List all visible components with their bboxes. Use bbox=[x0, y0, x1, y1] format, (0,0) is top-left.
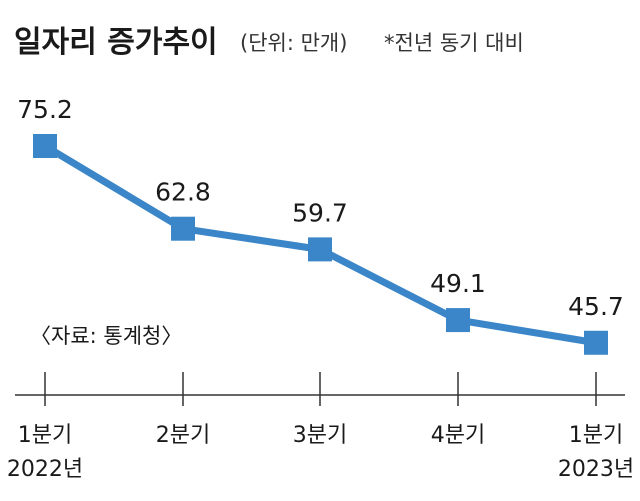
plot-area: 75.2 62.8 59.7 49.1 45.7 1분기 2022년 2분기 3분기 4분기 1분기… bbox=[7, 95, 634, 482]
unit-label: (단위: 만개) bbox=[240, 31, 347, 55]
data-label: 75.2 bbox=[17, 95, 73, 124]
chart-title: 일자리 증가추이 bbox=[14, 25, 218, 60]
data-point-marker bbox=[171, 216, 195, 241]
data-label: 45.7 bbox=[568, 292, 624, 321]
data-point-marker bbox=[584, 330, 608, 355]
x-tick-label: 1분기 bbox=[18, 423, 72, 448]
data-point-marker bbox=[446, 308, 470, 333]
data-point-marker bbox=[308, 237, 332, 262]
x-tick-label: 1분기 bbox=[569, 423, 623, 448]
data-label: 62.8 bbox=[155, 178, 211, 207]
x-tick-year-label: 2022년 bbox=[7, 457, 83, 482]
x-tick-label: 4분기 bbox=[431, 423, 485, 448]
x-tick-label: 3분기 bbox=[293, 423, 347, 448]
data-point-marker bbox=[33, 134, 57, 158]
x-tick-year-label: 2023년 bbox=[558, 457, 634, 482]
source-label: 〈자료: 통계청〉 bbox=[30, 324, 182, 348]
comparison-note: *전년 동기 대비 bbox=[384, 31, 524, 55]
data-label: 59.7 bbox=[292, 198, 348, 227]
x-tick-label: 2분기 bbox=[156, 423, 210, 448]
data-label: 49.1 bbox=[430, 269, 486, 298]
